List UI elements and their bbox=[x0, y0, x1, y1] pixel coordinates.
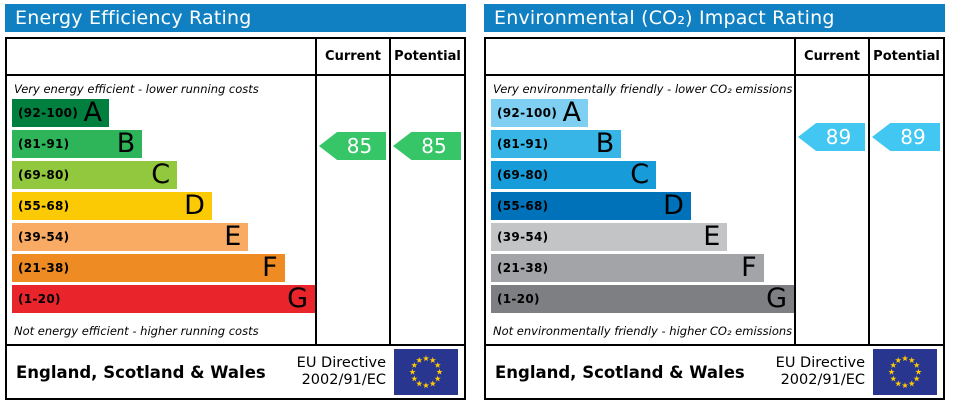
band-range: (81-91) bbox=[497, 137, 549, 151]
band-d: (55-68) D bbox=[491, 192, 691, 220]
band-e: (39-54) E bbox=[491, 221, 728, 252]
energy-potential-column-header: Potential bbox=[389, 39, 464, 76]
potential-rating-arrow: 89 bbox=[872, 123, 940, 151]
band-letter: C bbox=[151, 159, 171, 190]
environmental-panel-title: Environmental (CO₂) Impact Rating bbox=[494, 7, 835, 29]
energy-rating-table: Current Potential Very energy efficient … bbox=[5, 37, 466, 346]
band-c: (69-80) C bbox=[491, 159, 657, 190]
potential-rating-arrow: 85 bbox=[393, 132, 461, 160]
band-letter: D bbox=[184, 190, 205, 221]
energy-region-label: England, Scotland & Wales bbox=[16, 362, 266, 382]
band-b: (81-91) B bbox=[12, 128, 143, 159]
environmental-bands: (92-100) A (81-91) B (69-80) C (55-68) D (39-54)… bbox=[491, 99, 794, 313]
environmental-potential-column-header: Potential bbox=[868, 39, 943, 76]
band-letter: D bbox=[663, 190, 684, 221]
environmental-current-value-cell: 89 bbox=[794, 76, 868, 344]
band-range: (81-91) bbox=[18, 137, 70, 151]
band-a: (92-100) A bbox=[12, 99, 109, 127]
band-g: (1-20) G bbox=[491, 285, 794, 313]
band-range: (55-68) bbox=[18, 199, 70, 213]
energy-title-bar: Energy Efficiency Rating bbox=[5, 4, 466, 32]
band-letter: E bbox=[224, 221, 242, 252]
energy-eu-directive-line2: 2002/91/EC bbox=[301, 372, 386, 388]
band-d: (55-68) D bbox=[12, 192, 212, 220]
environmental-eu-directive-line1: EU Directive bbox=[775, 354, 865, 371]
band-letter: F bbox=[741, 252, 757, 283]
environmental-impact-panel: Environmental (CO₂) Impact Rating Curren… bbox=[484, 4, 945, 400]
energy-current-value-cell: 85 bbox=[315, 76, 389, 344]
energy-eu-directive-label: EU Directive 2002/91/EC bbox=[297, 355, 386, 389]
band-range: (39-54) bbox=[18, 230, 70, 244]
energy-panel-title: Energy Efficiency Rating bbox=[15, 7, 252, 29]
energy-footer: England, Scotland & Wales EU Directive 2… bbox=[5, 344, 466, 400]
band-letter: A bbox=[83, 97, 102, 128]
energy-eu-directive-line1: EU Directive bbox=[296, 354, 386, 371]
band-e: (39-54) E bbox=[12, 221, 249, 252]
band-b: (81-91) B bbox=[491, 128, 622, 159]
current-rating-arrow: 89 bbox=[798, 123, 865, 151]
band-range: (92-100) bbox=[18, 106, 79, 120]
energy-bands: (92-100) A (81-91) B (69-80) C (55-68) D (39-54)… bbox=[12, 99, 315, 313]
environmental-title-bar: Environmental (CO₂) Impact Rating bbox=[484, 4, 945, 32]
band-letter: A bbox=[562, 97, 581, 128]
band-letter: B bbox=[595, 128, 615, 159]
band-range: (69-80) bbox=[18, 168, 70, 182]
environmental-bands-area: Very environmentally friendly - lower CO… bbox=[486, 76, 794, 344]
band-letter: E bbox=[703, 221, 721, 252]
environmental-header-spacer bbox=[486, 39, 794, 76]
band-range: (92-100) bbox=[497, 106, 558, 120]
energy-bands-area: Very energy efficient - lower running co… bbox=[7, 76, 315, 344]
environmental-footer: England, Scotland & Wales EU Directive 2… bbox=[484, 344, 945, 400]
environmental-current-column-header: Current bbox=[794, 39, 868, 76]
environmental-region-label: England, Scotland & Wales bbox=[495, 362, 745, 382]
band-range: (55-68) bbox=[497, 199, 549, 213]
band-letter: F bbox=[262, 252, 278, 283]
band-c: (69-80) C bbox=[12, 159, 178, 190]
band-g: (1-20) G bbox=[12, 285, 315, 313]
band-letter: C bbox=[630, 159, 650, 190]
current-rating-arrow: 85 bbox=[319, 132, 386, 160]
band-a: (92-100) A bbox=[491, 99, 588, 127]
energy-current-column-header: Current bbox=[315, 39, 389, 76]
band-letter: B bbox=[116, 128, 136, 159]
eu-flag-icon bbox=[873, 349, 937, 395]
environmental-potential-value-cell: 89 bbox=[868, 76, 943, 344]
eu-flag-icon bbox=[394, 349, 458, 395]
band-range: (21-38) bbox=[18, 261, 70, 275]
band-f: (21-38) F bbox=[12, 254, 285, 282]
band-range: (21-38) bbox=[497, 261, 549, 275]
environmental-rating-table: Current Potential Very environmentally f… bbox=[484, 37, 945, 346]
environmental-eu-directive-line2: 2002/91/EC bbox=[780, 372, 865, 388]
energy-header-spacer bbox=[7, 39, 315, 76]
band-range: (1-20) bbox=[18, 292, 61, 306]
band-range: (39-54) bbox=[497, 230, 549, 244]
environmental-top-note: Very environmentally friendly - lower CO… bbox=[493, 82, 793, 96]
band-f: (21-38) F bbox=[491, 254, 764, 282]
energy-top-note: Very energy efficient - lower running co… bbox=[14, 82, 259, 96]
energy-potential-value-cell: 85 bbox=[389, 76, 464, 344]
energy-efficiency-panel: Energy Efficiency Rating Current Potenti… bbox=[5, 4, 466, 400]
band-letter: G bbox=[287, 283, 308, 314]
band-letter: G bbox=[766, 283, 787, 314]
band-range: (1-20) bbox=[497, 292, 540, 306]
energy-bottom-note: Not energy efficient - higher running co… bbox=[14, 324, 259, 338]
environmental-eu-directive-label: EU Directive 2002/91/EC bbox=[776, 355, 865, 389]
band-range: (69-80) bbox=[497, 168, 549, 182]
environmental-bottom-note: Not environmentally friendly - higher CO… bbox=[493, 324, 793, 338]
